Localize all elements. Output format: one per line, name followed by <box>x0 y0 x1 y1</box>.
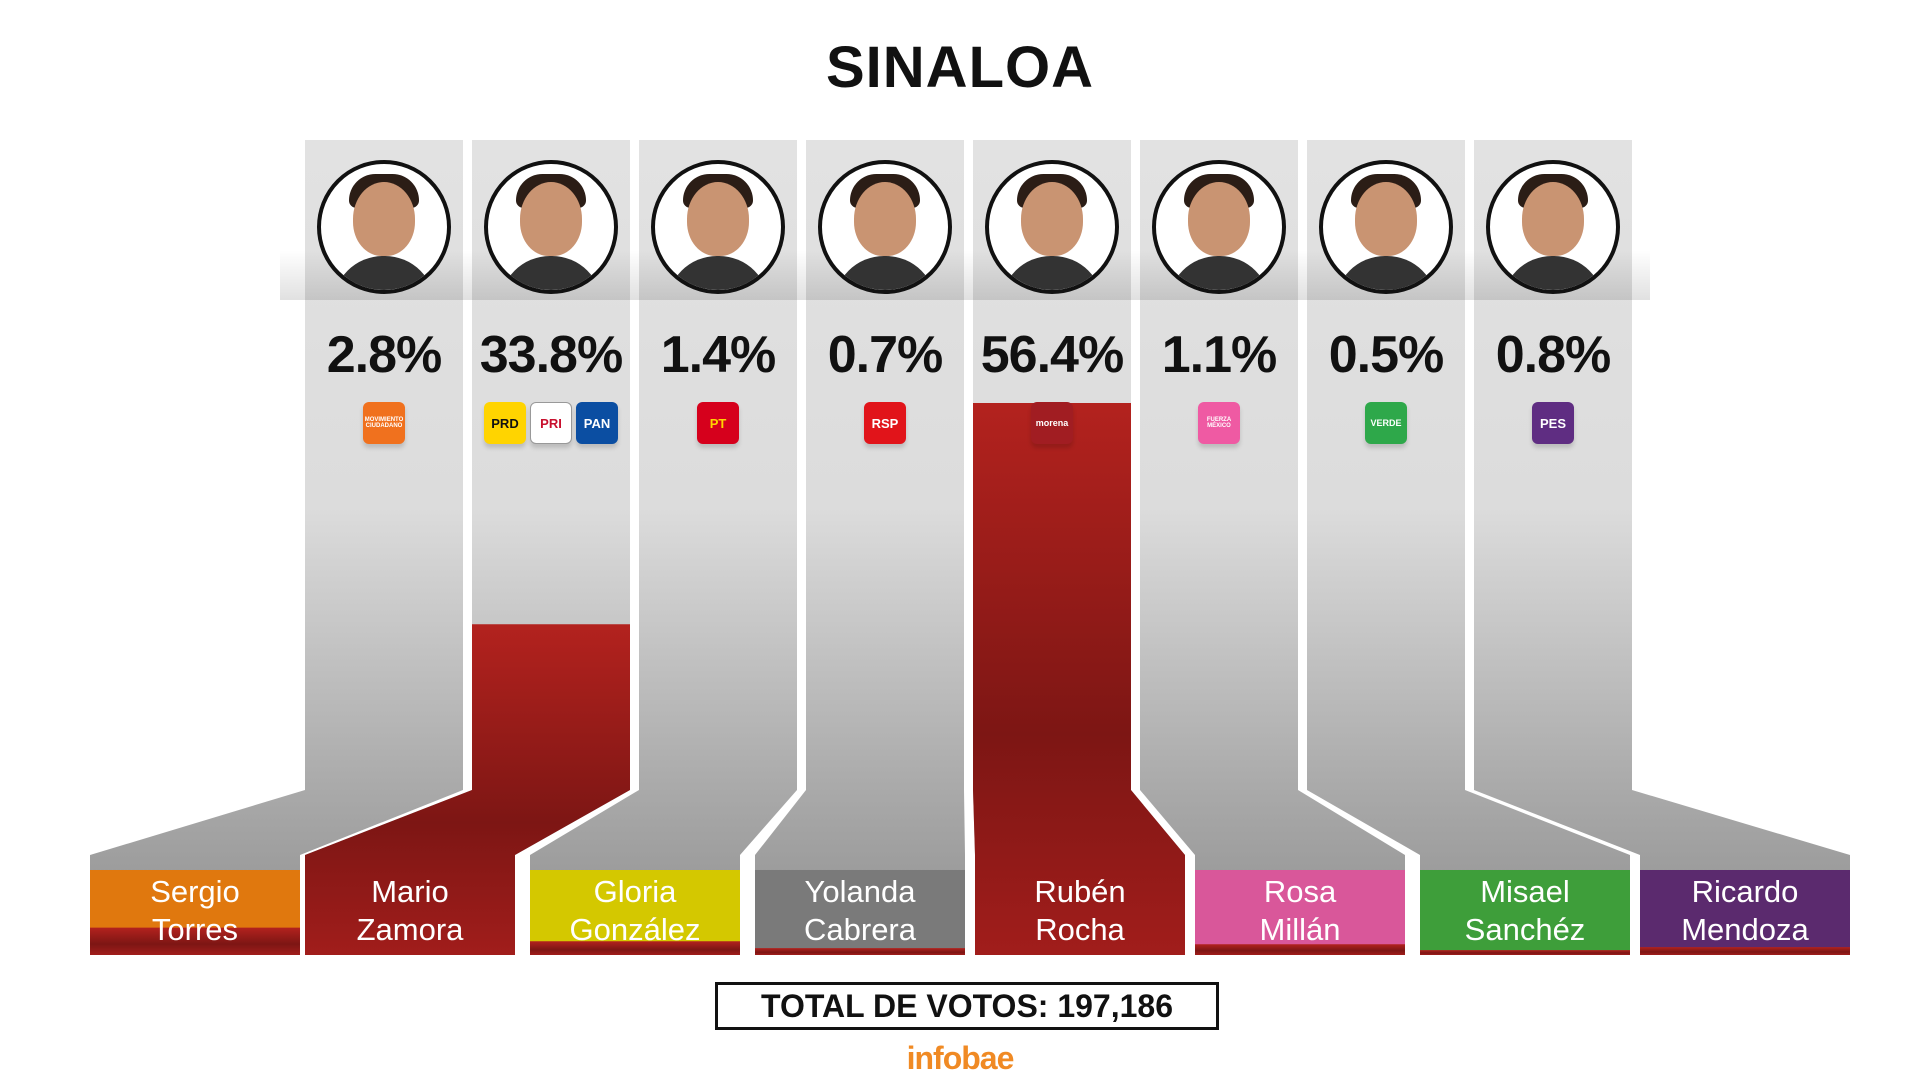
party-logo: morena <box>1031 402 1073 444</box>
party-logo: PRD <box>484 402 526 444</box>
party-logo: FUERZA MÉXICO <box>1198 402 1240 444</box>
party-logo: PAN <box>576 402 618 444</box>
total-votes-box: TOTAL DE VOTOS: 197,186 <box>715 982 1219 1030</box>
name-band <box>1420 870 1630 955</box>
candidate-last-name: Sanchéz <box>1464 912 1586 947</box>
candidate-photo <box>484 160 618 294</box>
party-logos: morena <box>967 402 1137 446</box>
photo-body <box>1335 256 1437 290</box>
candidate-first-name: Rubén <box>1034 874 1126 909</box>
candidate-first-name: Mario <box>371 874 449 909</box>
candidate-first-name: Misael <box>1480 874 1570 909</box>
total-votes-label: TOTAL DE VOTOS: 197,186 <box>761 987 1173 1024</box>
candidate-name: Rosa Millán <box>1200 873 1400 949</box>
bar <box>1195 944 1405 955</box>
bar <box>1640 947 1850 955</box>
party-logos: VERDE <box>1301 402 1471 446</box>
party-logos: PRD PRI PAN <box>466 402 636 446</box>
candidate-last-name: Mendoza <box>1681 912 1809 947</box>
candidate-last-name: Millán <box>1259 912 1341 947</box>
candidate-name: Sergio Torres <box>95 873 295 949</box>
candidate-photo <box>1486 160 1620 294</box>
candidate-name: Rubén Rocha <box>980 873 1180 949</box>
candidate-photo <box>1152 160 1286 294</box>
candidate-name: Ricardo Mendoza <box>1645 873 1845 949</box>
bar <box>755 948 965 955</box>
name-band <box>755 870 965 955</box>
party-logos: PES <box>1468 402 1638 446</box>
candidate-first-name: Gloria <box>593 874 677 909</box>
photo-body <box>1168 256 1270 290</box>
candidate-last-name: Zamora <box>356 912 464 947</box>
percentage-label: 33.8% <box>479 326 623 384</box>
party-logo: PT <box>697 402 739 444</box>
candidate-photo <box>651 160 785 294</box>
photo-body <box>1502 256 1604 290</box>
candidate-name: Mario Zamora <box>310 873 510 949</box>
photo-face <box>353 182 415 256</box>
column-bg <box>90 140 463 955</box>
name-band <box>1640 870 1850 955</box>
bar <box>90 927 300 955</box>
photo-body <box>333 256 435 290</box>
photo-body <box>834 256 936 290</box>
candidate-first-name: Sergio <box>150 874 240 909</box>
photo-face <box>687 182 749 256</box>
photo-face <box>1021 182 1083 256</box>
percentage-label: 56.4% <box>980 326 1124 384</box>
column-bg <box>1307 140 1630 955</box>
percentage-label: 0.8% <box>1495 326 1612 384</box>
name-band <box>1195 870 1405 955</box>
brand-logo: infobae <box>906 1040 1015 1076</box>
candidate-name: Yolanda Cabrera <box>760 873 960 949</box>
photo-body <box>667 256 769 290</box>
candidate-first-name: Ricardo <box>1691 874 1799 909</box>
bar <box>305 624 630 955</box>
candidate-photo <box>818 160 952 294</box>
candidate-photo <box>1319 160 1453 294</box>
bar <box>973 403 1185 955</box>
party-logo: PRI <box>530 402 572 444</box>
party-logo: VERDE <box>1365 402 1407 444</box>
photo-body <box>500 256 602 290</box>
candidate-name: Gloria González <box>535 873 735 949</box>
candidate-first-name: Yolanda <box>804 874 916 909</box>
chart-title: SINALOA <box>826 35 1094 100</box>
candidate-last-name: González <box>569 912 701 947</box>
column-bg <box>1140 140 1405 955</box>
candidate-last-name: Cabrera <box>804 912 916 947</box>
photo-face <box>520 182 582 256</box>
candidate-last-name: Torres <box>151 912 239 947</box>
party-logos: MOVIMIENTO CIUDADANO <box>299 402 469 446</box>
percentage-label: 0.7% <box>827 326 944 384</box>
photo-face <box>1522 182 1584 256</box>
candidate-photo <box>985 160 1119 294</box>
photo-face <box>1188 182 1250 256</box>
percentage-label: 2.8% <box>326 326 443 384</box>
bar <box>530 941 740 955</box>
column-bg <box>530 140 797 955</box>
photo-face <box>854 182 916 256</box>
candidate-name: Misael Sanchéz <box>1425 873 1625 949</box>
candidate-first-name: Rosa <box>1263 874 1337 909</box>
column-bg <box>1474 140 1850 955</box>
party-logos: RSP <box>800 402 970 446</box>
photo-face <box>1355 182 1417 256</box>
party-logos: PT <box>633 402 803 446</box>
bar <box>1420 950 1630 955</box>
candidate-photo <box>317 160 451 294</box>
party-logo: MOVIMIENTO CIUDADANO <box>363 402 405 444</box>
candidate-last-name: Rocha <box>1035 912 1125 947</box>
party-logo: PES <box>1532 402 1574 444</box>
name-band <box>530 870 740 955</box>
percentage-label: 1.1% <box>1161 326 1278 384</box>
party-logos: FUERZA MÉXICO <box>1134 402 1304 446</box>
percentage-label: 1.4% <box>660 326 777 384</box>
party-logo: RSP <box>864 402 906 444</box>
percentage-label: 0.5% <box>1328 326 1445 384</box>
column-bg <box>755 140 965 955</box>
photo-body <box>1001 256 1103 290</box>
